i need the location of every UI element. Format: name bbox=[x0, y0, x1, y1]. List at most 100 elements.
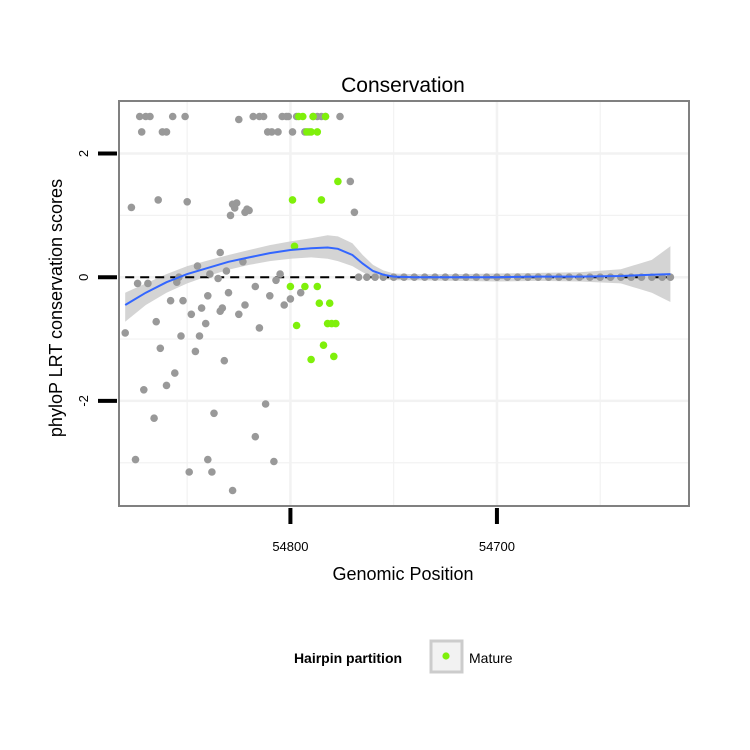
data-point bbox=[152, 317, 160, 326]
data-point bbox=[346, 177, 355, 186]
data-point-mature bbox=[334, 177, 342, 186]
data-point bbox=[156, 344, 165, 353]
data-point bbox=[183, 198, 191, 206]
data-point bbox=[270, 457, 278, 466]
panel-background bbox=[119, 101, 689, 506]
data-point bbox=[137, 128, 146, 136]
data-point bbox=[140, 386, 148, 394]
data-point bbox=[249, 112, 257, 121]
data-point bbox=[371, 273, 379, 282]
data-point bbox=[606, 273, 615, 282]
data-point-mature bbox=[301, 282, 309, 291]
data-point bbox=[210, 409, 218, 418]
data-point bbox=[216, 248, 224, 257]
data-point bbox=[350, 208, 359, 217]
data-point-mature bbox=[319, 341, 328, 350]
data-point-mature bbox=[309, 112, 317, 121]
data-point-mature bbox=[292, 321, 301, 330]
data-point bbox=[127, 203, 136, 212]
data-point bbox=[336, 112, 344, 121]
data-point bbox=[666, 273, 675, 282]
data-point-mature bbox=[307, 128, 315, 136]
data-point bbox=[208, 468, 216, 476]
data-point bbox=[280, 301, 289, 309]
data-point bbox=[201, 319, 210, 328]
data-point bbox=[185, 468, 193, 476]
data-point bbox=[133, 279, 142, 288]
y-tick-label: -2 bbox=[76, 395, 91, 407]
data-point bbox=[286, 295, 295, 303]
data-point-mature bbox=[332, 319, 340, 328]
plot-panel bbox=[118, 100, 690, 507]
data-point bbox=[144, 279, 152, 288]
data-point-mature bbox=[330, 352, 338, 361]
data-point-mature bbox=[313, 128, 322, 136]
data-point bbox=[228, 486, 237, 495]
data-point-mature bbox=[317, 196, 326, 204]
chart-title: Conservation bbox=[341, 74, 465, 97]
data-point-mature bbox=[315, 299, 324, 308]
data-point bbox=[218, 304, 227, 312]
data-point bbox=[206, 270, 214, 278]
y-tick-label: 0 bbox=[76, 274, 91, 281]
data-point bbox=[251, 282, 260, 291]
data-point bbox=[150, 414, 158, 423]
data-point bbox=[204, 292, 212, 300]
data-point-mature bbox=[313, 282, 322, 291]
data-point bbox=[226, 211, 235, 220]
data-point bbox=[121, 329, 129, 337]
data-point bbox=[181, 112, 189, 121]
y-axis: 2 0 -2 bbox=[76, 150, 117, 407]
data-point bbox=[245, 206, 253, 215]
data-point bbox=[259, 112, 268, 121]
data-point bbox=[272, 276, 280, 285]
legend: Hairpin partition Mature bbox=[294, 639, 513, 674]
data-point bbox=[251, 432, 260, 441]
data-point bbox=[162, 381, 171, 390]
data-point-mature bbox=[286, 282, 295, 291]
data-point bbox=[162, 128, 171, 136]
data-point bbox=[266, 292, 274, 300]
data-point bbox=[204, 455, 212, 464]
data-point bbox=[168, 112, 177, 121]
data-point bbox=[135, 112, 144, 121]
data-point bbox=[191, 347, 200, 356]
data-point bbox=[131, 455, 140, 464]
data-point-mature bbox=[325, 299, 334, 308]
data-point bbox=[214, 274, 222, 283]
data-point bbox=[179, 296, 187, 305]
data-point bbox=[177, 332, 185, 340]
data-point bbox=[288, 128, 297, 136]
data-point bbox=[220, 356, 229, 365]
confidence-band bbox=[125, 235, 671, 322]
data-point bbox=[222, 267, 231, 275]
data-point bbox=[232, 199, 241, 207]
x-axis-title: Genomic Position bbox=[332, 564, 473, 584]
data-point bbox=[617, 273, 625, 282]
data-point bbox=[274, 128, 282, 136]
data-point-mature bbox=[321, 112, 330, 121]
data-point bbox=[235, 310, 243, 319]
data-point bbox=[195, 332, 204, 340]
legend-label-mature: Mature bbox=[469, 650, 513, 666]
data-point bbox=[268, 128, 276, 136]
panel-border bbox=[118, 100, 690, 507]
data-point bbox=[235, 115, 243, 124]
data-point bbox=[197, 304, 206, 312]
x-tick-label: 54700 bbox=[479, 539, 515, 554]
data-point bbox=[241, 301, 249, 309]
data-point bbox=[154, 196, 162, 204]
data-point-mature bbox=[290, 242, 299, 251]
data-point bbox=[363, 273, 371, 282]
x-axis: 54800 54700 bbox=[272, 508, 515, 554]
data-point bbox=[255, 324, 264, 332]
legend-key-mature bbox=[442, 652, 450, 660]
x-tick-label: 54800 bbox=[272, 539, 308, 554]
data-point-mature bbox=[299, 112, 307, 121]
data-point bbox=[146, 112, 154, 121]
data-point bbox=[166, 296, 175, 305]
data-point bbox=[171, 369, 179, 377]
data-point bbox=[224, 288, 233, 297]
y-tick-label: 2 bbox=[76, 150, 91, 157]
